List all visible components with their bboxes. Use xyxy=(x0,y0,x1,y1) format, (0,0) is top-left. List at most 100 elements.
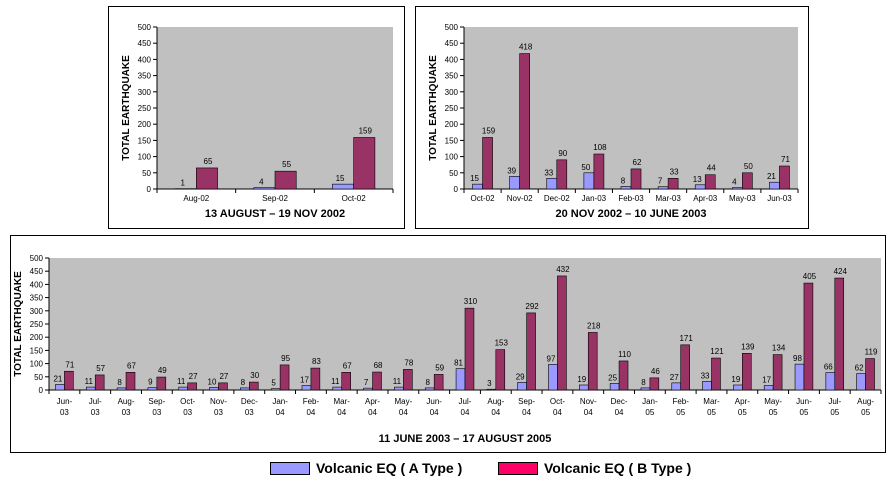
bar-a-type xyxy=(270,388,281,391)
y-tick-label: 200 xyxy=(30,333,44,342)
chart-title: 13 AUGUST – 19 NOV 2002 xyxy=(205,208,345,220)
data-label-b-type: 27 xyxy=(219,372,228,381)
data-label-b-type: 159 xyxy=(359,126,373,135)
x-tick-label: Oct-02 xyxy=(342,194,367,203)
y-tick-label: 500 xyxy=(30,254,44,263)
bar-b-type xyxy=(742,353,752,391)
x-tick-label: Oct-02 xyxy=(471,194,496,203)
chart-title: 11 JUNE 2003 – 17 AUGUST 2005 xyxy=(379,433,552,445)
bar-a-type xyxy=(517,382,527,391)
x-tick-label: Sep-04 xyxy=(518,397,535,417)
x-tick-label: Nov-03 xyxy=(210,397,227,417)
data-label-a-type: 8 xyxy=(241,378,246,387)
x-tick-label: Jun-03 xyxy=(57,397,73,417)
bar-b-type xyxy=(865,358,875,391)
x-tick-label: Oct-04 xyxy=(550,397,565,417)
data-label-a-type: 27 xyxy=(670,373,679,382)
x-tick-label: Jul-04 xyxy=(459,397,472,417)
data-label-a-type: 4 xyxy=(259,178,264,187)
data-label-a-type: 50 xyxy=(581,163,590,172)
y-tick-label: 350 xyxy=(30,294,44,303)
bar-b-type xyxy=(667,178,679,190)
bar-a-type xyxy=(825,372,836,391)
legend-item-b-type: Volcanic EQ ( B Type ) xyxy=(498,458,691,478)
y-tick-label: 300 xyxy=(445,88,459,97)
chart-3-svg: 0 50 100 150 200 250 300 350 400 450 500 TOTAL EART… xyxy=(13,254,882,445)
data-label-a-type: 21 xyxy=(767,172,776,181)
bar-b-type xyxy=(704,174,716,190)
bar-b-type xyxy=(519,53,530,190)
data-label-a-type: 4 xyxy=(732,178,737,187)
data-label-b-type: 139 xyxy=(741,342,755,351)
data-label-a-type: 7 xyxy=(364,378,369,387)
bar-a-type xyxy=(253,187,276,190)
y-tick-label: 250 xyxy=(138,104,152,113)
y-tick-label: 50 xyxy=(449,169,458,178)
bar-a-type xyxy=(769,181,780,190)
data-label-b-type: 405 xyxy=(803,272,817,281)
y-axis-title: TOTAL EARTHQUAKE xyxy=(428,55,439,161)
bar-a-type xyxy=(363,387,373,391)
data-label-a-type: 5 xyxy=(271,379,276,388)
data-label-b-type: 121 xyxy=(710,347,724,356)
chart-panel-1: 0 50 100 150 200 250 300 350 400 450 500 TOTAL EART… xyxy=(108,6,405,229)
data-label-a-type: 17 xyxy=(300,376,309,385)
bar-b-type xyxy=(482,137,493,190)
bar-b-type xyxy=(353,137,376,190)
x-tick-label: Dec-03 xyxy=(241,397,258,417)
x-tick-label: May-05 xyxy=(764,397,782,417)
bar-a-type xyxy=(55,384,65,391)
x-tick-label: Dec-04 xyxy=(611,397,628,417)
bar-a-type xyxy=(640,387,651,391)
data-label-b-type: 68 xyxy=(374,361,383,370)
bar-b-type xyxy=(587,332,598,391)
bar-b-type xyxy=(680,344,690,391)
y-tick-label: 450 xyxy=(138,39,152,48)
bar-a-type xyxy=(657,186,669,190)
bar-a-type xyxy=(178,386,188,391)
y-tick-label: 0 xyxy=(147,185,152,194)
bar-b-type xyxy=(649,377,660,391)
legend-item-a-type: Volcanic EQ ( A Type ) xyxy=(270,458,462,478)
data-label-a-type: 66 xyxy=(824,363,833,372)
data-label-b-type: 432 xyxy=(556,265,570,274)
data-label-a-type: 11 xyxy=(177,377,186,386)
bar-a-type xyxy=(394,386,404,391)
data-label-b-type: 50 xyxy=(744,162,753,171)
bar-a-type xyxy=(147,387,158,391)
chart-1-svg: 0 50 100 150 200 250 300 350 400 450 500 TOTAL EART… xyxy=(121,23,394,220)
data-label-a-type: 11 xyxy=(85,377,94,386)
data-label-a-type: 97 xyxy=(547,354,556,363)
data-label-a-type: 10 xyxy=(208,377,217,386)
data-label-b-type: 218 xyxy=(587,321,601,330)
bar-b-type xyxy=(64,370,74,391)
y-tick-label: 200 xyxy=(445,120,459,129)
bar-b-type xyxy=(187,382,197,391)
bar-a-type xyxy=(332,183,354,190)
data-label-b-type: 33 xyxy=(670,167,679,176)
x-tick-label: Apr-04 xyxy=(365,397,380,417)
bar-a-type xyxy=(732,187,743,190)
x-tick-label: Sep-03 xyxy=(148,397,165,417)
y-tick-label: 400 xyxy=(138,55,152,64)
bar-a-type xyxy=(733,384,743,391)
data-label-a-type: 9 xyxy=(148,378,153,387)
data-label-a-type: 33 xyxy=(701,371,710,380)
x-tick-label: Nov-04 xyxy=(580,397,597,417)
data-label-b-type: 119 xyxy=(865,348,878,357)
x-tick-label: Jul-05 xyxy=(828,397,841,417)
data-label-a-type: 8 xyxy=(425,378,430,387)
data-label-a-type: 13 xyxy=(693,175,702,184)
data-label-b-type: 65 xyxy=(204,157,213,166)
bar-b-type xyxy=(711,357,721,391)
bar-b-type xyxy=(779,165,790,190)
bar-a-type xyxy=(671,382,682,391)
bar-a-type xyxy=(694,184,706,190)
bar-b-type xyxy=(630,168,642,190)
x-tick-label: Dec-02 xyxy=(544,194,570,203)
data-label-b-type: 153 xyxy=(495,339,509,348)
data-label-a-type: 21 xyxy=(53,374,62,383)
data-label-b-type: 59 xyxy=(435,363,444,372)
bar-b-type xyxy=(274,170,297,190)
bar-a-type xyxy=(856,373,866,391)
